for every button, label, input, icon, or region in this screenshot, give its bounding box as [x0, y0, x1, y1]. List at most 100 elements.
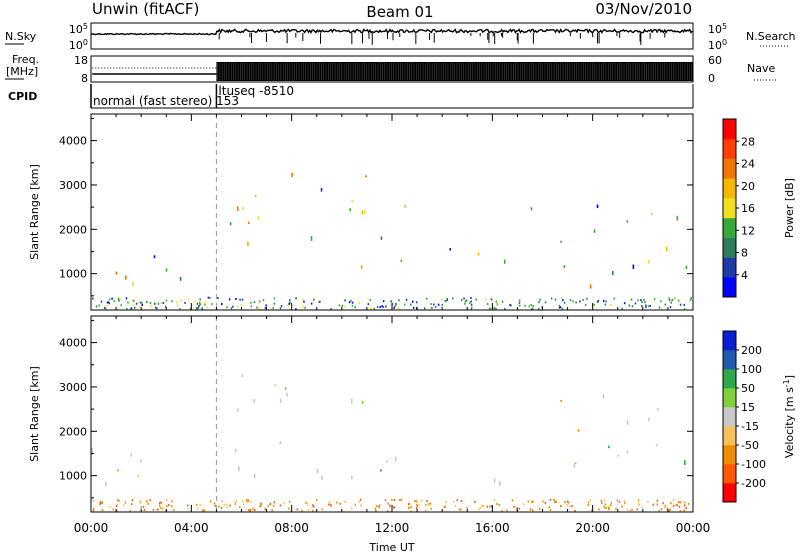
near-range-echo [510, 304, 512, 307]
y-tick-label: 2000 [59, 223, 87, 236]
echo-cell [493, 478, 496, 483]
near-range-echo [446, 299, 448, 302]
near-range-echo [579, 300, 581, 303]
near-range-echo [223, 504, 225, 506]
nsearch-tick-bottom: 100 [708, 38, 727, 52]
near-range-echo [683, 308, 686, 311]
colorbar-frame [722, 330, 737, 503]
near-range-echo [412, 306, 415, 309]
echo-cell [254, 195, 257, 198]
near-range-echo [126, 307, 128, 310]
near-range-echo [478, 508, 480, 511]
near-range-echo [259, 505, 261, 508]
near-range-echo [568, 505, 571, 508]
near-range-echo [531, 308, 533, 311]
near-range-echo [604, 303, 606, 306]
near-range-echo [443, 506, 446, 509]
near-range-echo [354, 503, 357, 506]
near-range-echo [288, 302, 290, 305]
near-range-echo [113, 300, 116, 303]
near-range-echo [416, 504, 418, 507]
near-range-echo [538, 301, 540, 304]
near-range-echo [567, 501, 570, 504]
colorbar-label: Power [dB] [783, 178, 796, 238]
near-range-echo [643, 299, 645, 301]
near-range-echo [637, 299, 639, 302]
echo-cell [617, 454, 620, 457]
echo-cell [279, 398, 282, 403]
echo-cell [316, 468, 319, 474]
near-range-echo [408, 502, 410, 505]
near-range-echo [229, 504, 231, 507]
near-range-echo [683, 509, 685, 512]
near-range-echo [385, 305, 387, 308]
near-range-echo [119, 298, 121, 301]
near-range-echo [559, 306, 561, 309]
near-range-echo [141, 303, 143, 306]
near-range-echo [186, 507, 189, 510]
near-range-echo [501, 300, 504, 303]
echo-cell [596, 204, 599, 209]
near-range-echo [127, 301, 129, 304]
near-range-echo [310, 302, 313, 305]
near-range-echo [376, 305, 379, 308]
near-range-echo [426, 500, 428, 502]
near-range-echo [221, 303, 223, 305]
near-range-echo [460, 508, 462, 511]
near-range-echo [118, 299, 120, 302]
nsearch-tick-top: 105 [708, 22, 727, 36]
echo-cell [291, 172, 293, 178]
near-range-echo [441, 298, 443, 301]
near-range-echo [509, 303, 511, 306]
near-range-echo [143, 508, 146, 511]
echo-cell [394, 456, 397, 462]
near-range-echo [675, 503, 677, 506]
cpid-segment-label: ltuseq -8510 [218, 84, 294, 98]
y-axis-label: Slant Range [km] [28, 164, 41, 260]
near-range-echo [652, 504, 654, 506]
colorbar-tick-label: 100 [741, 363, 762, 376]
echo-cell [320, 187, 323, 192]
near-range-echo [236, 305, 239, 308]
near-range-echo [166, 505, 168, 508]
nsky-label: N.Sky [5, 30, 37, 43]
near-range-echo [258, 301, 261, 304]
colorbar-swatch [723, 198, 736, 219]
near-range-echo [393, 499, 396, 501]
near-range-echo [125, 297, 128, 300]
near-range-echo [445, 501, 447, 504]
near-range-echo [209, 500, 212, 503]
near-range-echo [424, 307, 426, 310]
echo-cell [140, 459, 142, 463]
near-range-echo [678, 505, 681, 508]
y-tick-label: 2000 [59, 425, 87, 438]
near-range-echo [206, 306, 209, 309]
near-range-echo [165, 299, 168, 302]
near-range-echo [301, 509, 303, 512]
colorbar-swatch [723, 426, 736, 446]
echo-cell [237, 408, 239, 412]
near-range-echo [506, 509, 508, 512]
near-range-echo [295, 297, 297, 300]
near-range-echo [154, 302, 156, 305]
near-range-echo [496, 502, 498, 505]
near-range-echo [358, 500, 361, 503]
nave-tick-bottom: 0 [708, 72, 715, 85]
near-range-echo [464, 300, 467, 303]
near-range-echo [424, 509, 427, 512]
near-range-echo [201, 307, 203, 310]
near-range-echo [226, 506, 228, 509]
freq-tick-top: 18 [74, 54, 88, 67]
echo-cell [589, 284, 592, 289]
near-range-echo [685, 507, 687, 510]
near-range-echo [109, 505, 111, 508]
colorbar-swatch [723, 138, 736, 159]
near-range-echo [586, 297, 588, 300]
colorbar-tick-label: 50 [741, 382, 755, 395]
near-range-echo [519, 304, 521, 307]
near-range-echo [171, 505, 173, 508]
near-range-echo [141, 302, 143, 304]
near-range-echo [315, 499, 318, 502]
near-range-echo [452, 297, 454, 300]
near-range-echo [640, 299, 642, 301]
